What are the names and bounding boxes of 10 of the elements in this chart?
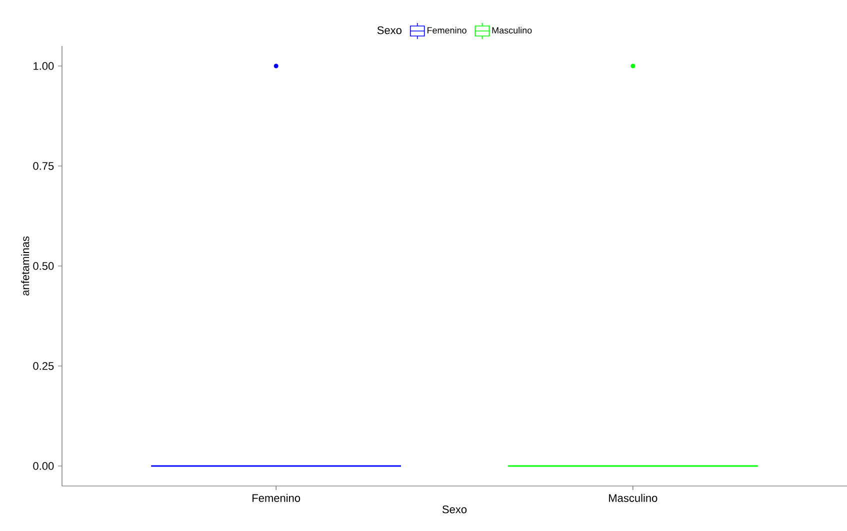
y-tick-label: 1.00 <box>34 62 54 70</box>
y-tick-label: 0.25 <box>33 362 54 370</box>
legend-label: Masculino <box>492 26 532 34</box>
y-tick-label: 0.75 <box>33 162 54 170</box>
legend-label: Femenino <box>428 26 466 34</box>
legend-title: Sexo <box>377 26 402 34</box>
y-tick-label: 0.00 <box>33 462 54 470</box>
y-tick-label: 0.50 <box>33 262 54 270</box>
x-axis-title: Sexo <box>442 505 467 514</box>
y-axis-title: anfetaminas <box>21 236 30 296</box>
